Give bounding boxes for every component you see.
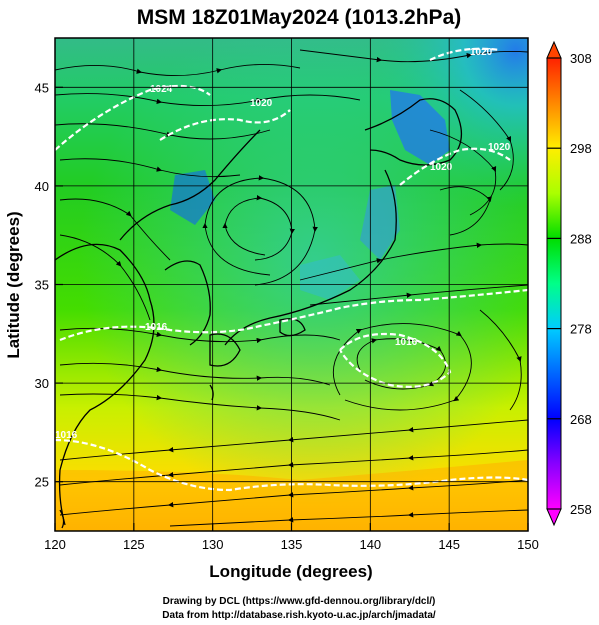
y-tick-label: 35 — [35, 278, 49, 293]
credit-data: Data from http://database.rish.kyoto-u.a… — [162, 610, 436, 621]
y-axis-ticks: 25 30 35 40 45 — [35, 80, 63, 490]
credit-drawing: Drawing by DCL (https://www.gfd-dennou.o… — [163, 596, 436, 607]
colorbar-tick-label: 268 — [570, 412, 592, 427]
isobar-label: 1020 — [488, 142, 511, 153]
isobar-label: 1020 — [430, 162, 453, 173]
y-tick-label: 30 — [35, 376, 49, 391]
y-tick-label: 45 — [35, 80, 49, 95]
plot-area: 1024 1020 1020 1016 1016 1020 1020 1016 — [55, 38, 528, 531]
isobar-label: 1020 — [470, 47, 493, 58]
x-axis-ticks: 120 125 130 135 140 145 150 — [44, 523, 539, 552]
y-axis-label: Latitude (degrees) — [4, 211, 23, 358]
isobars — [55, 47, 528, 492]
colorbar-tick-label: 308 — [570, 51, 592, 66]
isobar-label: 1016 — [55, 430, 78, 441]
isobar-labels: 1024 1020 1020 1016 1016 1020 1020 1016 — [55, 47, 511, 441]
colorbar-lower-triangle — [546, 508, 562, 527]
x-tick-label: 130 — [202, 537, 224, 552]
x-tick-label: 120 — [44, 537, 66, 552]
colorbar-ticks: 258 268 278 288 298 308 — [547, 51, 592, 517]
x-tick-label: 140 — [359, 537, 381, 552]
gridlines — [55, 38, 528, 531]
colorbar-tick-label: 298 — [570, 141, 592, 156]
y-tick-label: 25 — [35, 475, 49, 490]
y-tick-label: 40 — [35, 179, 49, 194]
x-tick-label: 150 — [517, 537, 539, 552]
x-axis-label: Longitude (degrees) — [209, 562, 372, 581]
isobar-label: 1016 — [395, 337, 418, 348]
map-title: MSM 18Z01May2024 (1013.2hPa) — [137, 6, 462, 29]
x-tick-label: 145 — [438, 537, 460, 552]
wind-streamlines — [55, 49, 528, 527]
colorbar-tick-label: 278 — [570, 322, 592, 337]
colorbar-tick-label: 288 — [570, 231, 592, 246]
colorbar-upper-triangle — [546, 40, 562, 59]
isobar-label: 1016 — [145, 322, 168, 333]
cool-patch-honshu — [300, 255, 360, 300]
isobar-label: 1020 — [250, 98, 273, 109]
x-tick-label: 125 — [123, 537, 145, 552]
colorbar: 258 268 278 288 298 308 — [546, 40, 592, 527]
isobar-label: 1024 — [150, 84, 173, 95]
colorbar-tick-label: 258 — [570, 502, 592, 517]
cold-patch-hokkaido — [390, 90, 450, 165]
x-tick-label: 135 — [281, 537, 303, 552]
colorbar-scale — [546, 57, 562, 510]
cold-region-northeast — [280, 38, 528, 298]
